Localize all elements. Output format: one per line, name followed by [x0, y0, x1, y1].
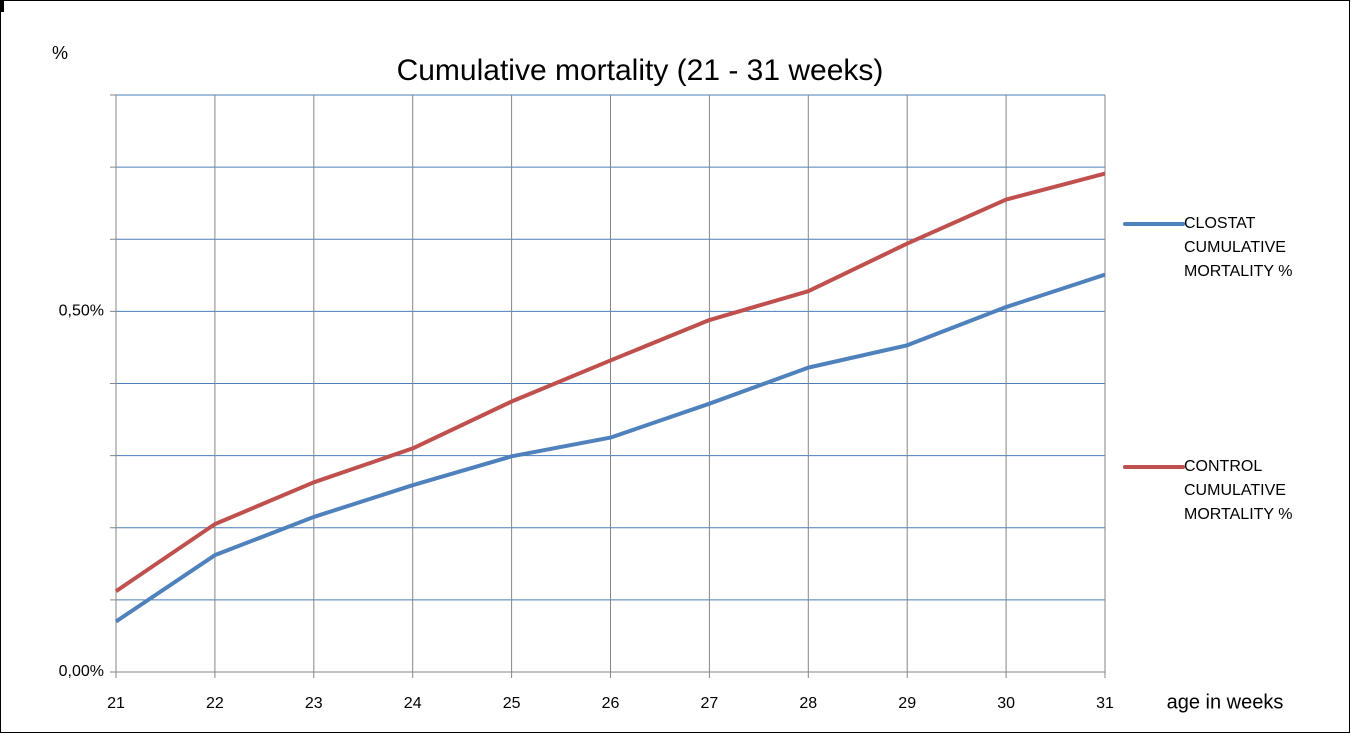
x-tick-label: 26 — [602, 695, 620, 712]
series-line — [114, 171, 1106, 593]
legend-label: CONTROL CUMULATIVE MORTALITY % — [1184, 458, 1293, 523]
x-tick-label: 30 — [997, 695, 1015, 712]
legend-label: CLOSTAT CUMULATIVE MORTALITY % — [1184, 215, 1293, 280]
x-tick-label: 29 — [898, 695, 916, 712]
x-tick-label: 22 — [206, 695, 224, 712]
x-tick-label: 23 — [305, 695, 323, 712]
y-tick-label: 0,00% — [59, 663, 104, 680]
x-tick-label: 27 — [701, 695, 719, 712]
x-tick-label: 31 — [1096, 695, 1114, 712]
x-tick-label: 21 — [107, 695, 125, 712]
y-axis-label: % — [52, 43, 68, 63]
x-axis-label: age in weeks — [1167, 691, 1284, 713]
corner-mark — [0, 0, 4, 12]
chart-title: Cumulative mortality (21 - 31 weeks) — [397, 54, 884, 87]
x-tick-label: 28 — [799, 695, 817, 712]
x-tick-label: 25 — [503, 695, 521, 712]
y-tick-label: 0,50% — [59, 303, 104, 320]
series-line — [114, 272, 1106, 624]
x-tick-label: 24 — [404, 695, 422, 712]
